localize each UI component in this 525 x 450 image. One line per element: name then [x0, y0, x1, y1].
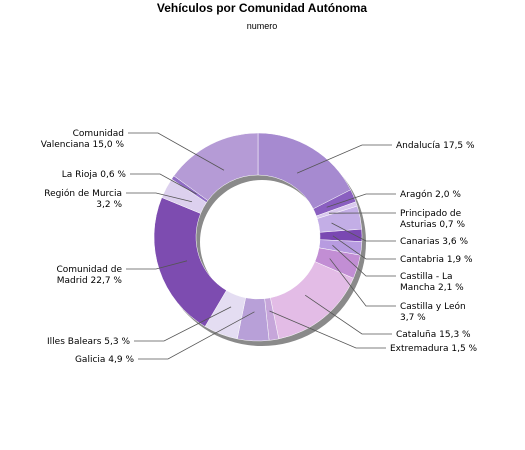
- data-label-cantabria: Cantabria 1,9 %: [400, 255, 473, 265]
- leader-line-castilla-y-leon: [329, 258, 396, 307]
- leader-line-cantabria: [332, 235, 396, 260]
- slices: [153, 132, 363, 342]
- data-label-comunidad-de-madrid: Comunidad de Madrid 22,7 %: [56, 265, 122, 286]
- data-label-region-de-murcia: Región de Murcia 3,2 %: [44, 188, 122, 210]
- leader-line-canarias: [331, 222, 396, 242]
- leader-line-comunidad-valenciana: [128, 132, 225, 171]
- data-label-canarias: Canarias 3,6 %: [400, 237, 468, 247]
- leader-line-castilla-la-mancha: [332, 244, 396, 277]
- data-label-galicia: Galicia 4,9 %: [75, 355, 134, 365]
- data-label-cataluna: Cataluña 15,3 %: [396, 330, 471, 340]
- chart-subtitle: numero: [247, 21, 278, 31]
- leader-line-cataluna: [304, 294, 392, 335]
- chart-title: Vehículos por Comunidad Autónoma: [157, 1, 368, 15]
- leader-line-region-de-murcia: [126, 192, 193, 203]
- leader-line-illes-balears: [134, 306, 232, 342]
- data-label-comunidad-valenciana: Comunidad Valenciana 15,0 %: [41, 129, 125, 150]
- data-label-castilla-y-leon: Castilla y León 3,7 %: [400, 301, 466, 323]
- leader-line-comunidad-de-madrid: [126, 260, 188, 270]
- data-label-extremadura: Extremadura 1,5 %: [390, 344, 478, 354]
- data-label-aragon: Aragón 2,0 %: [400, 189, 461, 200]
- leader-line-andalucia: [296, 144, 392, 174]
- data-label-illes-balears: Illes Balears 5,3 %: [47, 337, 130, 347]
- data-label-la-rioja: La Rioja 0,6 %: [62, 170, 127, 180]
- leader-line-galicia: [138, 311, 255, 360]
- data-label-principado-de-asturias: Principado de Asturias 0,7 %: [400, 209, 466, 230]
- slice-labels: Andalucía 17,5 % Aragón 2,0 % Principado d…: [41, 129, 478, 365]
- slice-comunidad-valenciana: [173, 132, 259, 201]
- data-label-andalucia: Andalucía 17,5 %: [396, 141, 475, 151]
- leader-line-extremadura: [269, 310, 386, 349]
- slice-comunidad-de-madrid: [153, 197, 227, 327]
- leader-lines: [126, 132, 396, 360]
- leader-line-la-rioja: [130, 173, 197, 195]
- data-label-castilla-la-mancha: Castilla - La Mancha 2,1 %: [400, 272, 464, 293]
- leader-line-aragon: [326, 193, 396, 208]
